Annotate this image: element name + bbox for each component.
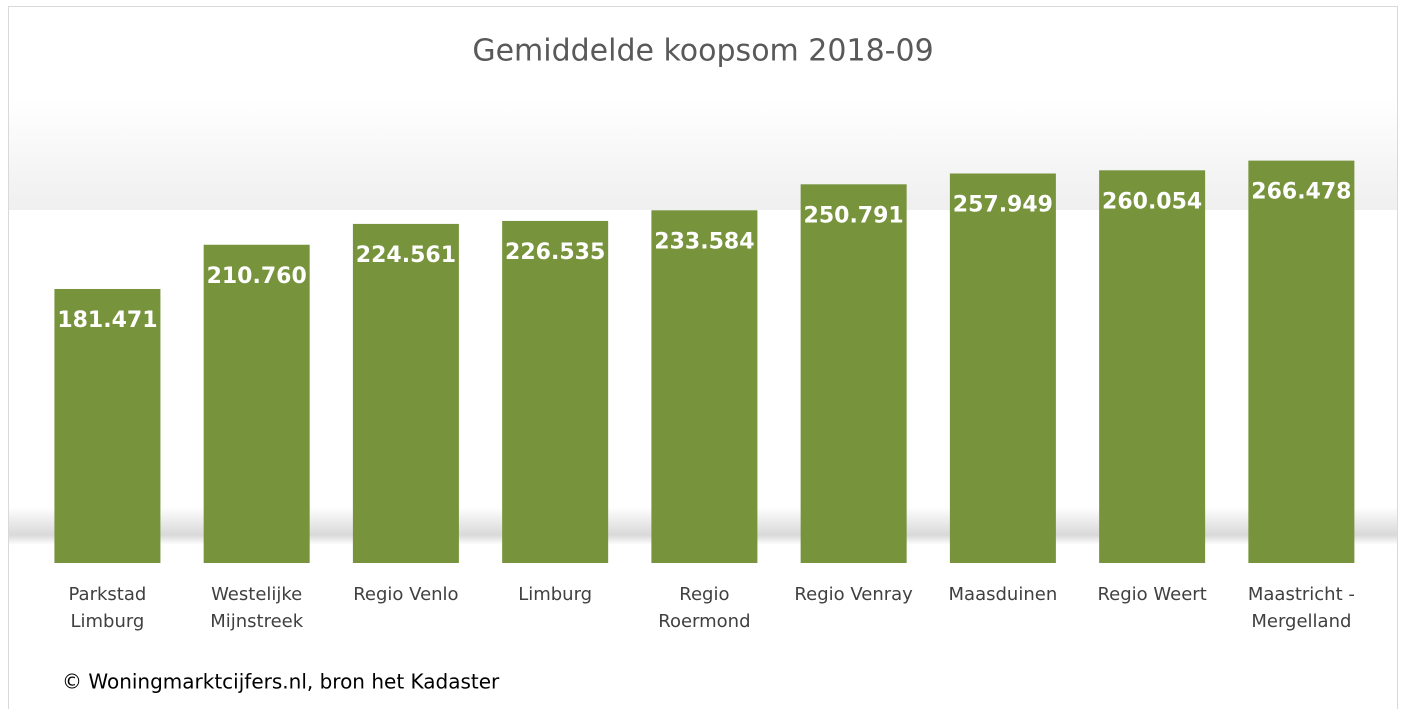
- bar: [651, 210, 758, 564]
- data-label: 233.584: [654, 229, 754, 254]
- bar: [352, 223, 459, 563]
- data-label: 210.760: [207, 264, 307, 289]
- bar: [949, 173, 1056, 563]
- source-note: © Woningmarktcijfers.nl, bron het Kadast…: [62, 670, 500, 694]
- x-tick-label: Maastricht - Mergelland: [1248, 584, 1355, 632]
- bar: [1099, 170, 1206, 563]
- x-tick-label: Parkstad Limburg: [69, 584, 147, 632]
- x-tick-label: Regio Venray: [794, 584, 913, 605]
- label-line: Roermond: [658, 611, 750, 632]
- data-label: 266.478: [1251, 180, 1351, 205]
- label-line: Limburg: [70, 611, 144, 632]
- label-line: Maastricht -: [1248, 584, 1355, 605]
- bar: [502, 220, 609, 564]
- bar: [1248, 160, 1355, 563]
- chart-title: Gemiddelde koopsom 2018-09: [472, 34, 933, 69]
- label-line: Regio: [679, 584, 729, 605]
- data-label: 224.561: [356, 243, 456, 268]
- x-tick-label: Regio Venlo: [353, 584, 458, 605]
- label-line: Westelijke: [211, 584, 302, 605]
- x-tick-label: Maasduinen: [949, 584, 1058, 605]
- data-label: 257.949: [953, 192, 1053, 217]
- data-label: 226.535: [505, 240, 605, 265]
- x-tick-label: Limburg: [518, 584, 592, 605]
- data-label: 250.791: [804, 203, 904, 228]
- data-label: 260.054: [1102, 189, 1202, 214]
- x-tick-label: Regio Weert: [1097, 584, 1206, 605]
- bar: [54, 288, 161, 563]
- data-label: 181.471: [57, 308, 157, 333]
- x-tick-label: Regio Roermond: [658, 584, 750, 632]
- label-line: Mijnstreek: [210, 611, 304, 632]
- x-tick-label: Westelijke Mijnstreek: [210, 584, 304, 632]
- label-line: Parkstad: [69, 584, 147, 605]
- bar: [203, 244, 310, 564]
- label-line: Mergelland: [1251, 611, 1351, 632]
- bar: [800, 184, 907, 563]
